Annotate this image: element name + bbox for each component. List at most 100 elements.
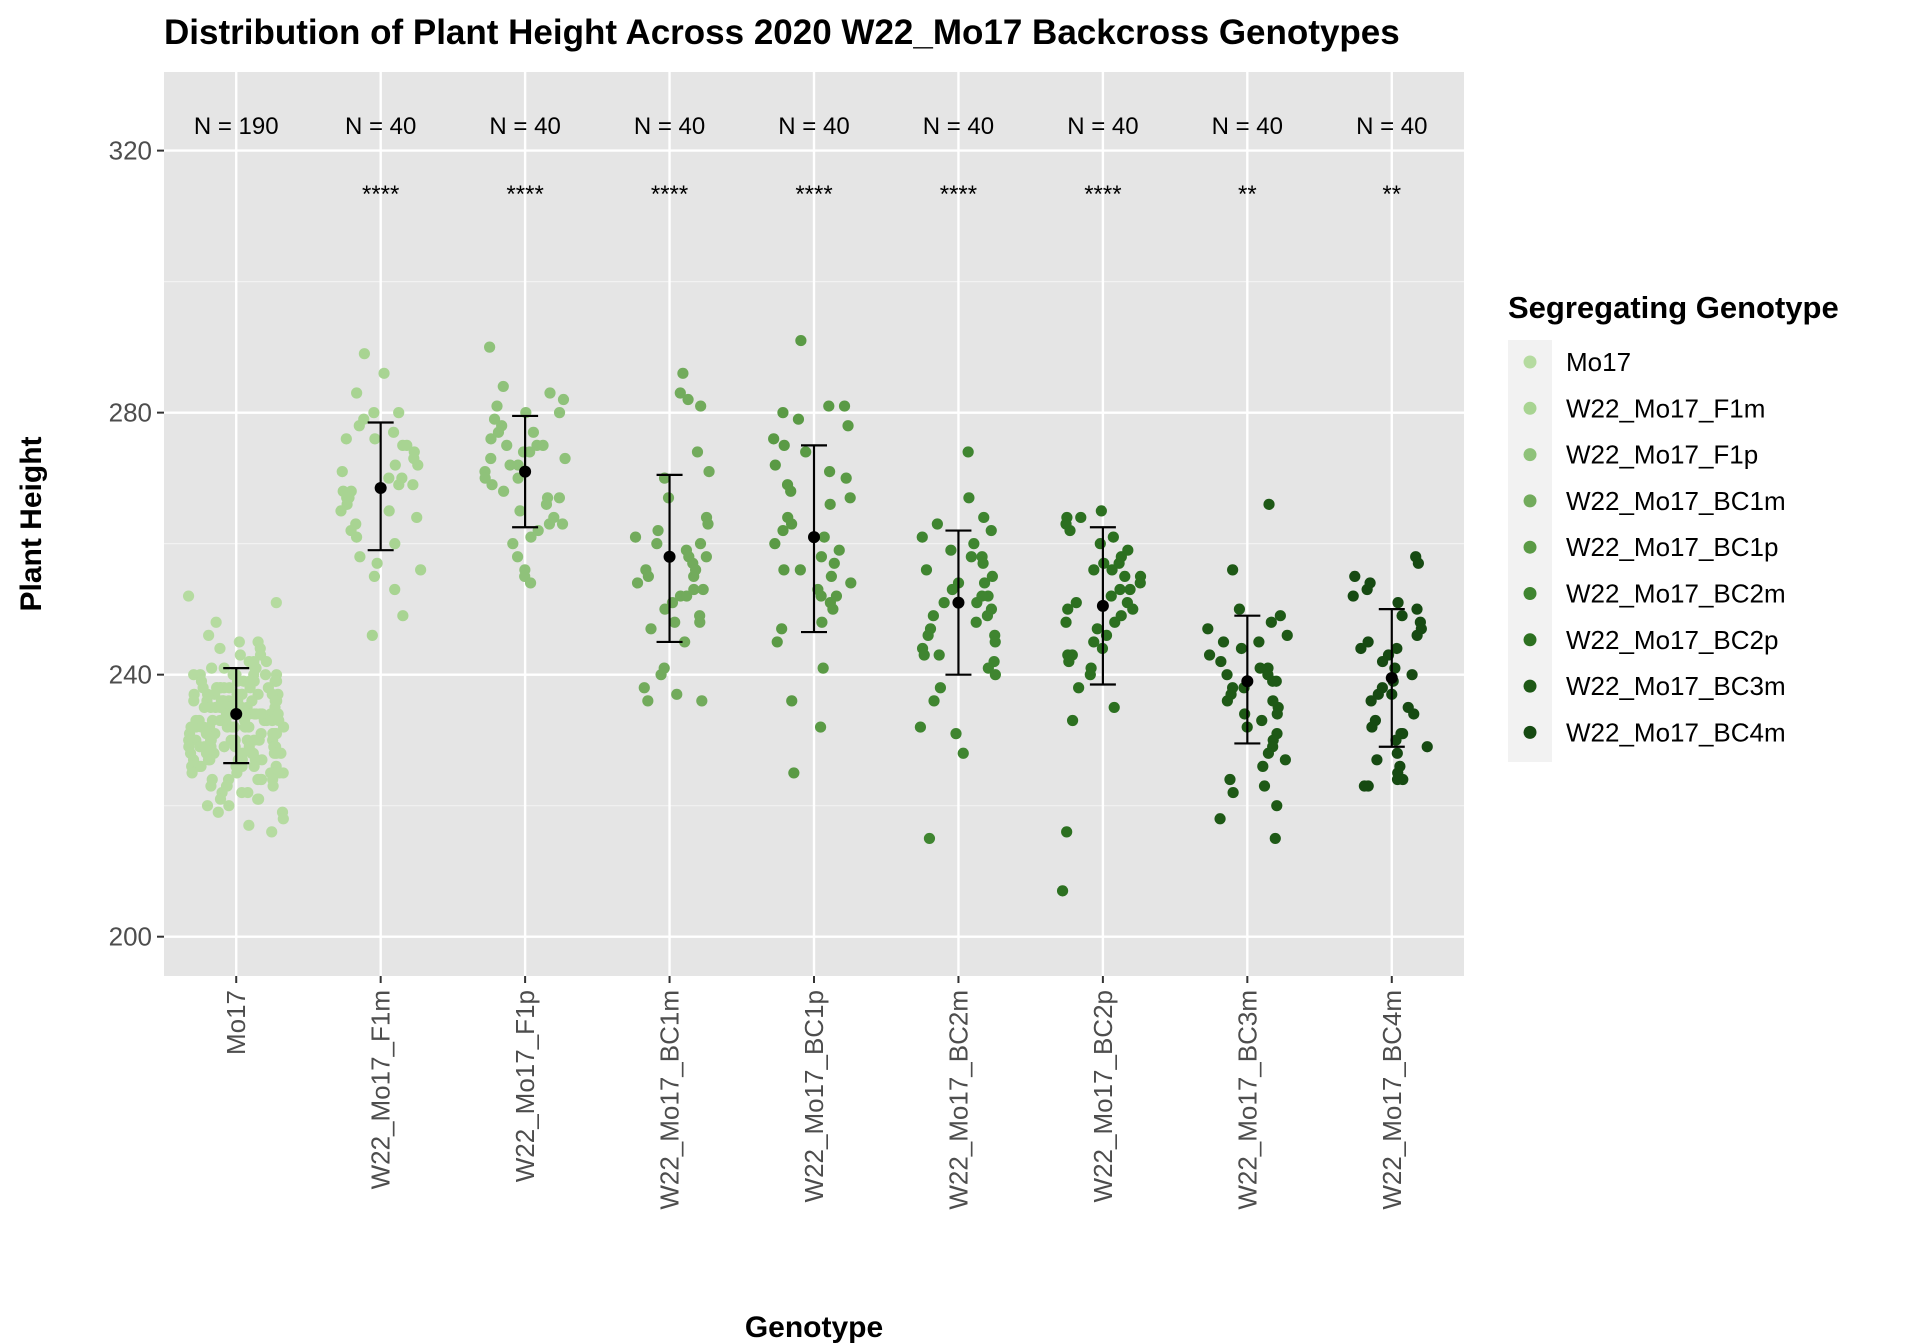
legend-key	[1523, 494, 1537, 508]
data-point	[336, 465, 348, 478]
data-point	[1355, 642, 1367, 655]
data-point	[1113, 557, 1125, 569]
data-point	[825, 570, 837, 583]
data-point	[497, 380, 509, 393]
data-point	[415, 564, 427, 576]
data-point	[411, 511, 423, 524]
legend-label: W22_Mo17_BC2m	[1566, 579, 1786, 609]
data-point	[484, 341, 496, 353]
data-point	[786, 695, 798, 707]
data-point	[642, 695, 654, 707]
annotations: N = 190 N = 40****N = 40****N = 40****N =…	[194, 113, 1428, 208]
data-point	[266, 826, 278, 838]
data-point	[223, 800, 235, 812]
y-tick-label: 240	[109, 660, 152, 690]
data-point	[1271, 708, 1283, 720]
legend-label: W22_Mo17_BC1p	[1566, 532, 1778, 562]
data-point	[638, 682, 650, 694]
data-point	[778, 564, 790, 576]
data-point	[368, 570, 381, 583]
data-point	[1063, 655, 1075, 668]
data-point	[1235, 642, 1248, 655]
x-axis-title: Genotype	[745, 1311, 883, 1344]
x-tick-label: W22_Mo17_BC4m	[1377, 990, 1407, 1210]
data-point	[544, 387, 556, 399]
data-point	[1124, 583, 1136, 596]
data-point	[671, 688, 683, 700]
data-point	[1372, 688, 1384, 700]
significance-label: ****	[651, 181, 688, 208]
data-point	[228, 721, 241, 733]
data-point	[1221, 669, 1233, 681]
mean-point	[230, 707, 243, 720]
data-point	[971, 597, 983, 609]
data-point	[543, 518, 556, 530]
data-point	[989, 669, 1001, 681]
data-point	[383, 472, 395, 484]
data-point	[203, 629, 215, 641]
data-point	[778, 439, 790, 451]
data-point	[815, 590, 827, 602]
data-point	[182, 590, 195, 602]
data-point	[507, 538, 519, 550]
data-point	[248, 760, 260, 772]
data-point	[401, 439, 413, 451]
data-point	[771, 636, 783, 648]
data-point	[205, 701, 217, 714]
data-point	[231, 767, 243, 779]
data-point	[1421, 741, 1433, 753]
data-point	[393, 407, 405, 419]
data-point	[1091, 623, 1103, 635]
data-point	[225, 734, 237, 746]
x-tick-label: W22_Mo17_BC3m	[1232, 990, 1262, 1210]
data-point	[553, 492, 566, 504]
data-point	[368, 407, 380, 419]
data-point	[1411, 629, 1423, 641]
data-point	[824, 498, 836, 510]
data-point	[1107, 531, 1119, 543]
data-point	[1215, 655, 1227, 668]
data-point	[920, 564, 933, 576]
data-point	[777, 524, 789, 537]
data-point	[350, 531, 363, 543]
data-point	[700, 551, 712, 563]
data-point	[828, 557, 840, 569]
data-point	[827, 603, 839, 615]
data-point	[1066, 714, 1079, 727]
mean-point	[808, 531, 820, 544]
legend-key	[1523, 401, 1537, 415]
x-tick-label: Mo17	[221, 990, 251, 1055]
legend-key	[1523, 587, 1537, 600]
data-point	[254, 708, 266, 720]
data-point	[697, 583, 709, 596]
data-point	[702, 518, 714, 530]
data-point	[1227, 786, 1239, 799]
data-points	[182, 334, 1433, 897]
data-point	[1347, 590, 1359, 602]
data-point	[1257, 760, 1269, 772]
data-point	[389, 459, 401, 471]
data-point	[206, 662, 218, 674]
n-label: N = 40	[345, 113, 416, 140]
data-point	[1202, 623, 1214, 635]
data-point	[938, 597, 950, 609]
data-point	[273, 714, 285, 727]
data-point	[931, 518, 943, 530]
data-point	[769, 538, 781, 550]
data-point	[366, 629, 378, 641]
summary-stats	[223, 414, 1405, 765]
legend-key	[1523, 725, 1537, 739]
data-point	[556, 518, 569, 530]
data-point	[945, 544, 957, 556]
data-point	[845, 577, 857, 589]
x-tick-label: W22_Mo17_BC1m	[655, 990, 685, 1210]
data-point	[982, 662, 994, 674]
data-point	[669, 616, 681, 628]
data-point	[981, 610, 994, 622]
mean-point	[519, 465, 532, 478]
chart-title: Distribution of Plant Height Across 2020…	[164, 13, 1400, 52]
data-point	[259, 669, 272, 681]
data-point	[1064, 524, 1076, 537]
data-point	[186, 767, 198, 779]
n-label: N = 40	[1212, 113, 1283, 140]
